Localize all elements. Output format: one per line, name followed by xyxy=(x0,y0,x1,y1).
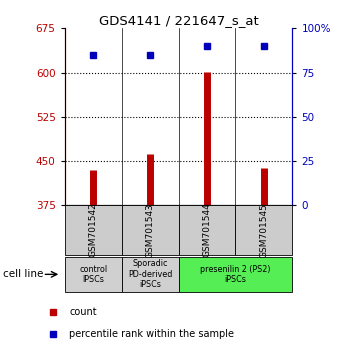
Text: GSM701543: GSM701543 xyxy=(146,202,154,258)
Text: GSM701542: GSM701542 xyxy=(89,203,98,257)
Text: presenilin 2 (PS2)
iPSCs: presenilin 2 (PS2) iPSCs xyxy=(200,265,271,284)
Text: Sporadic
PD-derived
iPSCs: Sporadic PD-derived iPSCs xyxy=(128,259,172,289)
Text: count: count xyxy=(69,307,97,316)
Text: control
IPSCs: control IPSCs xyxy=(79,265,107,284)
Text: GSM701545: GSM701545 xyxy=(259,202,268,258)
Bar xyxy=(236,205,292,255)
Text: percentile rank within the sample: percentile rank within the sample xyxy=(69,329,234,339)
Bar xyxy=(65,257,122,292)
Bar xyxy=(122,205,178,255)
Text: GSM701544: GSM701544 xyxy=(203,203,211,257)
Bar xyxy=(65,205,122,255)
Bar xyxy=(178,205,235,255)
Bar xyxy=(122,257,178,292)
Title: GDS4141 / 221647_s_at: GDS4141 / 221647_s_at xyxy=(99,14,258,27)
Text: cell line: cell line xyxy=(3,269,44,279)
Bar xyxy=(178,257,292,292)
